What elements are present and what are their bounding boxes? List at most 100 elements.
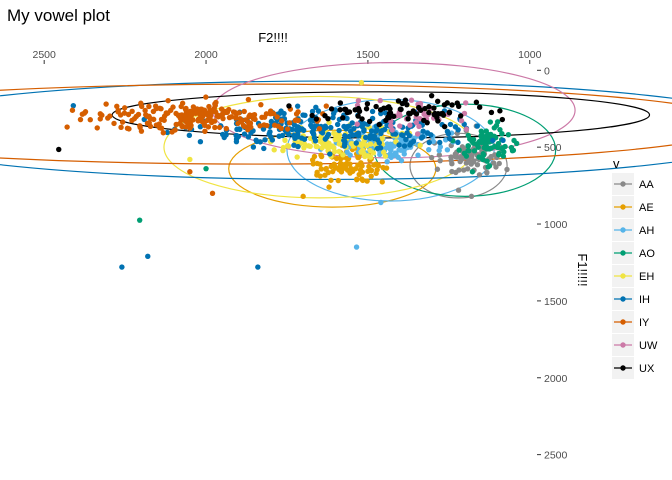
data-point	[318, 166, 324, 172]
data-point	[266, 131, 272, 137]
data-point	[323, 165, 329, 172]
data-point	[418, 135, 425, 141]
data-point	[392, 131, 399, 137]
legend-item-iy: IY	[612, 311, 650, 333]
data-point	[364, 178, 370, 184]
data-point	[455, 127, 461, 133]
data-point	[221, 134, 227, 141]
legend-label: IY	[639, 317, 650, 329]
data-point	[69, 107, 76, 113]
data-point	[397, 112, 403, 119]
data-point	[337, 100, 344, 106]
data-point	[136, 217, 143, 223]
legend-label: UX	[639, 363, 655, 375]
data-point	[410, 138, 417, 144]
data-point	[410, 108, 416, 114]
data-point	[318, 153, 325, 160]
data-point	[56, 146, 62, 153]
legend-items: AA AE AH AO EH IH IY UW UX	[612, 173, 658, 379]
data-point	[322, 172, 328, 178]
data-point	[182, 113, 188, 119]
data-point	[257, 123, 263, 129]
data-point	[465, 148, 471, 154]
data-point	[500, 137, 506, 143]
data-point	[434, 166, 441, 172]
data-point	[286, 103, 292, 109]
data-point	[308, 116, 314, 123]
data-point	[328, 177, 334, 183]
data-point	[218, 106, 225, 112]
data-point	[286, 120, 293, 126]
data-point	[282, 137, 288, 143]
data-point	[426, 139, 432, 146]
data-point	[356, 108, 363, 114]
data-point	[403, 136, 409, 143]
data-point	[160, 130, 167, 136]
data-point	[488, 131, 494, 138]
data-point	[510, 147, 517, 153]
legend-label: AH	[639, 225, 654, 237]
data-point	[446, 110, 453, 116]
data-point	[359, 169, 366, 175]
data-point	[463, 126, 470, 132]
data-point	[392, 150, 398, 156]
data-point	[328, 106, 335, 112]
x-tick-label: 2500	[33, 49, 57, 61]
data-point	[447, 121, 454, 128]
data-point	[390, 113, 397, 120]
legend-item-ih: IH	[612, 288, 650, 310]
legend-label: AE	[639, 202, 654, 214]
data-point	[414, 131, 421, 137]
data-point	[496, 150, 502, 157]
data-point	[444, 147, 451, 153]
data-point	[497, 126, 503, 133]
data-point	[203, 94, 209, 100]
data-point	[365, 168, 371, 175]
data-point	[370, 150, 377, 156]
data-point	[197, 139, 204, 145]
data-point	[344, 149, 350, 155]
data-point	[247, 120, 254, 126]
data-point	[383, 165, 390, 171]
data-point	[263, 111, 270, 117]
data-point	[355, 113, 361, 119]
data-point	[186, 132, 193, 138]
data-point	[138, 103, 145, 110]
data-point	[334, 121, 341, 128]
data-point	[237, 116, 243, 122]
data-point	[455, 139, 461, 146]
data-point	[437, 144, 444, 150]
data-point	[446, 135, 453, 142]
data-point	[348, 165, 354, 172]
data-point	[340, 162, 347, 168]
data-point	[111, 120, 117, 127]
data-point	[408, 97, 415, 103]
data-point	[363, 106, 370, 112]
data-point	[247, 112, 253, 118]
data-point	[295, 117, 301, 124]
data-point	[384, 141, 390, 147]
data-point	[302, 112, 308, 119]
data-point	[363, 134, 369, 141]
data-point	[366, 163, 372, 170]
data-point	[250, 116, 257, 122]
data-point	[464, 166, 471, 172]
data-point	[354, 121, 360, 127]
data-point	[463, 100, 469, 106]
data-point	[445, 131, 452, 137]
data-point	[103, 101, 109, 107]
data-point	[223, 125, 230, 132]
data-point	[294, 103, 301, 109]
legend: v AA AE AH AO EH IH IY UW UX	[612, 156, 658, 379]
data-point	[237, 126, 243, 133]
data-point	[164, 129, 171, 136]
data-point	[250, 144, 257, 150]
data-point	[420, 128, 426, 134]
x-tick-label: 2000	[194, 49, 218, 61]
data-point	[314, 143, 320, 150]
x-tick-label: 1500	[356, 49, 380, 61]
data-point	[389, 127, 395, 133]
data-point	[502, 143, 508, 150]
data-point	[207, 107, 213, 113]
data-point	[374, 127, 380, 133]
